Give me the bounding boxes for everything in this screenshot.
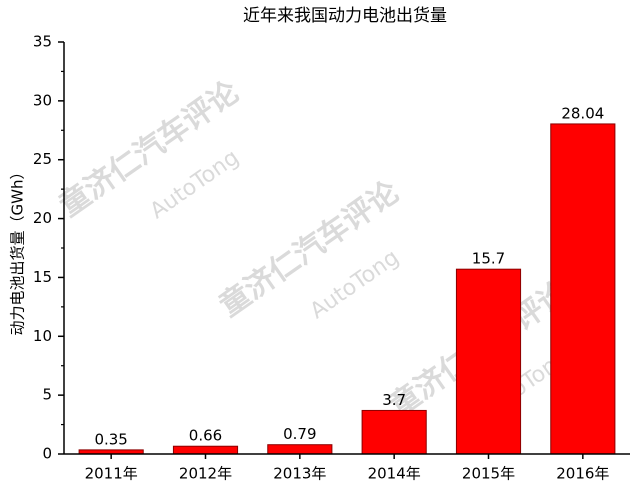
x-tick-label: 2016年 [556, 465, 609, 483]
bar [172, 445, 239, 455]
y-tick-label: 10 [33, 327, 52, 345]
x-tick-label: 2012年 [179, 465, 232, 483]
y-tick-label: 0 [42, 445, 52, 463]
y-axis-label: 动力电池出货量（GWh） [9, 165, 27, 336]
value-label: 0.66 [189, 427, 222, 445]
chart-title: 近年来我国动力电池出货量 [243, 6, 447, 26]
value-label: 28.04 [561, 104, 604, 122]
bar [550, 123, 616, 455]
x-tick-label: 2014年 [368, 465, 421, 483]
y-tick-label: 30 [33, 91, 52, 109]
x-tick-label: 2013年 [273, 465, 326, 483]
y-tick-label: 35 [33, 33, 52, 51]
y-tick-label: 5 [42, 386, 52, 404]
bar [455, 268, 522, 455]
value-label: 3.7 [382, 391, 406, 409]
x-tick-label: 2011年 [85, 465, 138, 483]
value-label: 0.79 [283, 425, 316, 443]
y-tick-label: 20 [33, 209, 52, 227]
value-label: 0.35 [94, 430, 127, 448]
x-tick-label: 2015年 [462, 465, 515, 483]
y-tick-label: 15 [33, 268, 52, 286]
bar [361, 409, 427, 455]
y-tick-label: 25 [33, 150, 52, 168]
value-label: 15.7 [472, 250, 505, 268]
bar [267, 444, 333, 455]
